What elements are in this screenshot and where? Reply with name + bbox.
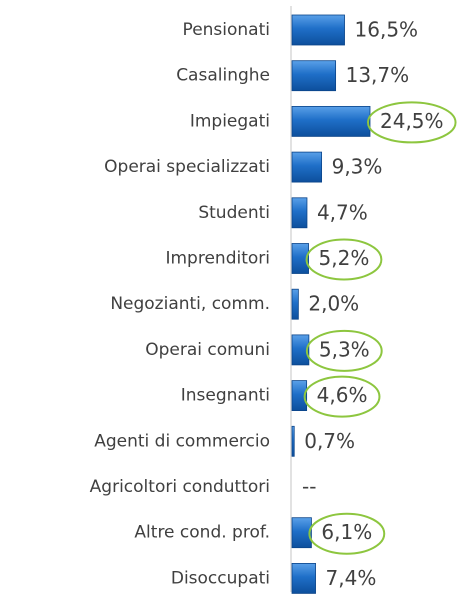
category-label: Impiegati [190, 111, 270, 131]
value-label: 5,3% [319, 337, 370, 361]
value-label: 0,7% [304, 429, 355, 453]
bar [291, 60, 337, 92]
category-label: Casalinghe [176, 66, 270, 86]
category-label: Pensionati [183, 20, 270, 40]
highlight-circle [303, 375, 381, 418]
highlight-circle [308, 512, 386, 555]
category-label: Negozianti, comm. [110, 294, 270, 314]
category-label: Imprenditori [165, 249, 270, 269]
category-label: Agenti di commercio [94, 431, 270, 451]
bar [291, 334, 310, 366]
value-label: 24,5% [380, 109, 444, 133]
bar [291, 14, 345, 46]
category-label: Operai comuni [145, 340, 270, 360]
value-label: 9,3% [332, 155, 383, 179]
bar [291, 380, 308, 412]
category-label: Operai specializzati [104, 157, 270, 177]
value-label: 16,5% [355, 18, 419, 42]
bar [291, 563, 316, 594]
value-label: 7,4% [326, 566, 377, 590]
category-label: Disoccupati [171, 568, 270, 588]
category-label: Studenti [198, 203, 270, 223]
highlight-circle [367, 101, 457, 144]
category-label: Altre cond. prof. [134, 523, 270, 543]
value-label: 6,1% [321, 520, 372, 544]
category-label: Insegnanti [181, 386, 270, 406]
value-label: 4,7% [317, 200, 368, 224]
bar [291, 151, 323, 183]
bar [291, 243, 309, 274]
highlight-circle [305, 238, 383, 281]
category-label: Agricoltori conduttori [90, 477, 270, 497]
bar [291, 425, 295, 457]
value-label: -- [302, 475, 316, 499]
bar [291, 197, 308, 229]
value-label: 13,7% [346, 63, 410, 87]
value-label: 2,0% [308, 292, 359, 316]
value-label: 4,6% [317, 383, 368, 407]
bar [291, 517, 312, 549]
bar [291, 106, 371, 137]
highlight-circle [305, 329, 383, 372]
bar [291, 288, 299, 320]
value-label: 5,2% [319, 246, 370, 270]
